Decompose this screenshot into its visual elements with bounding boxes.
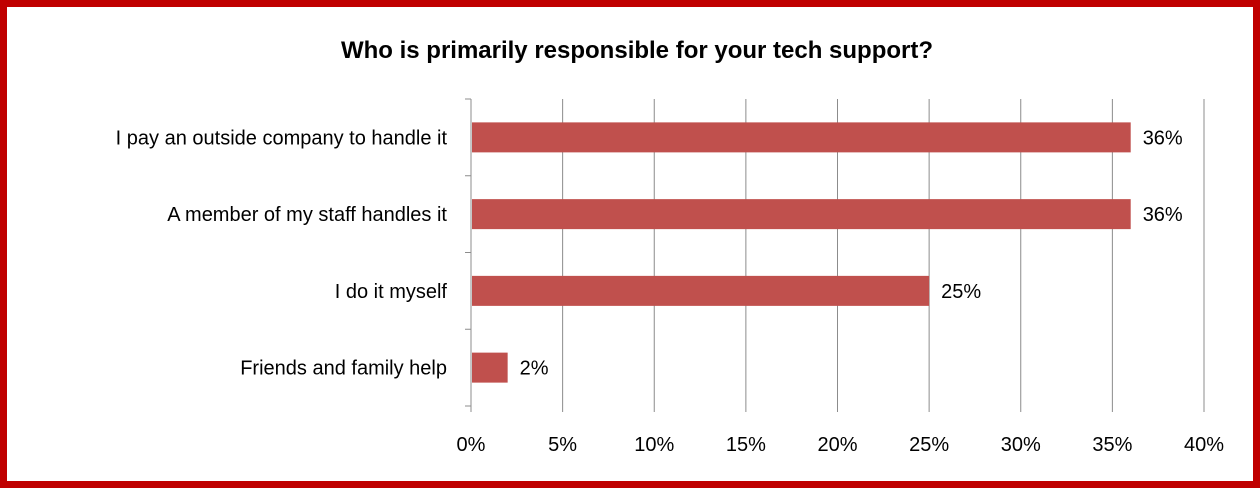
x-tick-label: 40% — [1184, 434, 1224, 456]
x-tick-label: 10% — [634, 434, 674, 456]
data-label: 36% — [1143, 127, 1183, 149]
bar — [472, 275, 930, 306]
bar — [472, 122, 1131, 153]
x-tick-label: 25% — [909, 434, 949, 456]
category-label: Friends and family help — [240, 358, 447, 380]
x-tick-label: 20% — [817, 434, 857, 456]
bar — [472, 352, 508, 383]
category-label: I pay an outside company to handle it — [116, 127, 448, 149]
category-label: A member of my staff handles it — [167, 204, 447, 226]
data-label: 2% — [520, 358, 549, 380]
data-label: 25% — [941, 281, 981, 303]
category-label: I do it myself — [335, 281, 448, 303]
x-tick-label: 30% — [1001, 434, 1041, 456]
data-label: 36% — [1143, 204, 1183, 226]
bar-chart: 0% 5% 10% 15% 20% 25% 30% 35% 40% I pay an outsid… — [116, 98, 1224, 456]
x-tick-label: 35% — [1092, 434, 1132, 456]
x-tick-label: 0% — [457, 434, 486, 456]
chart-title: Who is primarily responsible for your te… — [340, 37, 934, 64]
bar — [472, 199, 1131, 230]
x-tick-label: 15% — [726, 434, 766, 456]
x-tick-label: 5% — [548, 434, 577, 456]
